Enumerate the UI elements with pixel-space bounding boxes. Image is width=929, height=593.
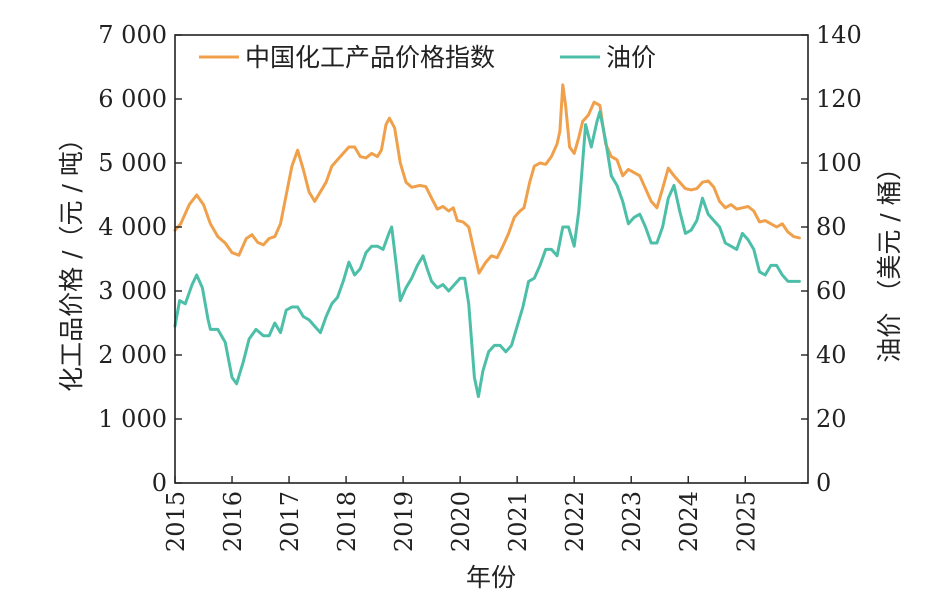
series-line-oil-price (173, 110, 801, 399)
left-tick-label: 3 000 (98, 277, 167, 305)
right-y-axis-title: 油价 （美元 / 桶） (875, 155, 904, 362)
right-tick-label: 140 (816, 21, 862, 49)
x-axis: 2015 2016 2017 2018 2019 2020 2021 2022 2023 2024… (162, 476, 760, 552)
x-tick-label: 2022 (561, 491, 589, 552)
left-tick-label: 1 000 (98, 405, 167, 433)
x-tick-label: 2023 (618, 491, 646, 552)
left-y-axis: 0 1 000 2 000 3 000 4 000 5 000 6 000 7 000 (98, 21, 182, 497)
left-tick-label: 0 (152, 469, 167, 497)
right-tick-label: 120 (816, 85, 862, 113)
right-tick-label: 20 (816, 405, 847, 433)
x-tick-label: 2019 (390, 491, 418, 552)
right-tick-label: 60 (816, 277, 847, 305)
x-axis-title: 年份 (466, 563, 516, 592)
legend-label-chem-index: 中国化工产品价格指数 (245, 43, 495, 72)
x-tick-label: 2021 (504, 491, 532, 552)
right-y-axis: 0 20 40 60 80 100 120 140 (801, 21, 862, 497)
x-tick-label: 2020 (447, 491, 475, 552)
x-tick-label: 2018 (333, 491, 361, 552)
plot-frame (174, 34, 809, 484)
x-tick-label: 2016 (219, 491, 247, 552)
left-y-axis-title: 化工品价格 /（元 / 吨） (57, 126, 86, 392)
right-tick-label: 80 (816, 213, 847, 241)
x-tick-label: 2017 (276, 491, 304, 552)
right-tick-label: 0 (816, 469, 831, 497)
series-lines (173, 83, 801, 399)
left-tick-label: 7 000 (98, 21, 167, 49)
left-tick-label: 6 000 (98, 85, 167, 113)
right-tick-label: 100 (816, 149, 862, 177)
legend: 中国化工产品价格指数 油价 (199, 43, 656, 72)
left-tick-label: 4 000 (98, 213, 167, 241)
x-tick-label: 2024 (675, 491, 703, 552)
left-tick-label: 5 000 (98, 149, 167, 177)
x-tick-label: 2025 (732, 491, 760, 552)
x-tick-label: 2015 (162, 491, 190, 552)
legend-label-oil-price: 油价 (606, 43, 656, 72)
right-tick-label: 40 (816, 341, 847, 369)
series-line-chem-index (173, 83, 801, 275)
left-tick-label: 2 000 (98, 341, 167, 369)
